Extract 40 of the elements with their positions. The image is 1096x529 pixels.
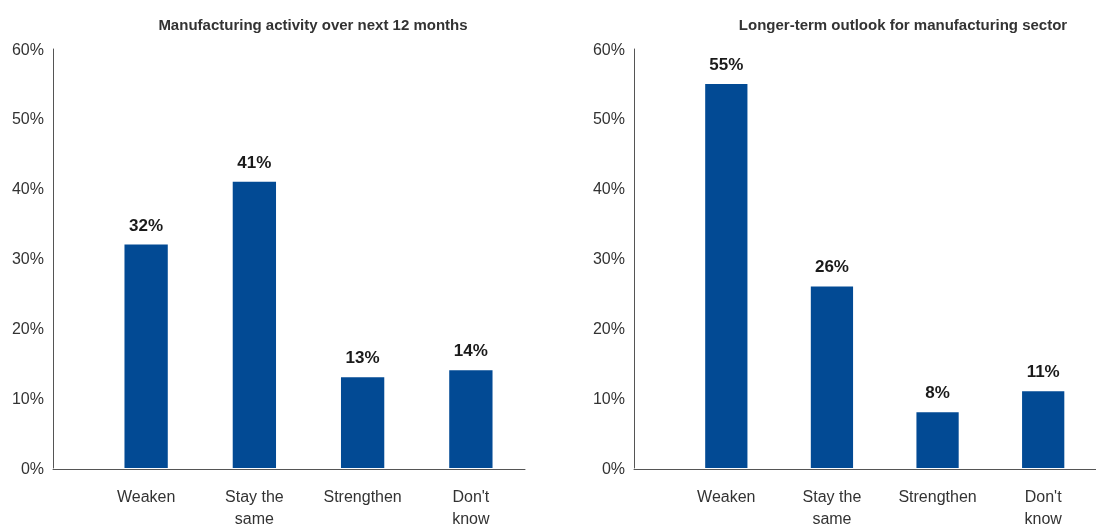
- y-tick-label: 10%: [11, 389, 44, 407]
- x-tick-label: Don't know: [452, 487, 490, 527]
- x-tick-label: Weaken: [116, 487, 176, 505]
- data-label: 55%: [709, 54, 744, 74]
- data-label: 8%: [925, 383, 950, 403]
- bar: [1022, 391, 1065, 468]
- bar: [124, 244, 168, 468]
- data-label: 11%: [1026, 362, 1060, 382]
- y-tick-label: 30%: [11, 250, 44, 267]
- y-tick-label: 50%: [592, 110, 625, 128]
- bar: [705, 83, 748, 468]
- bar: [232, 181, 277, 468]
- y-tick-label: 30%: [592, 250, 625, 267]
- data-label: 41%: [237, 152, 272, 172]
- y-tick-label: 60%: [11, 40, 44, 58]
- y-tick-label: 50%: [11, 110, 44, 128]
- chart-title: Manufacturing activity over next 12 months: [158, 16, 468, 33]
- chart-title: Longer-term outlook for manufacturing sector: [738, 16, 1068, 33]
- data-label: 14%: [453, 341, 488, 361]
- x-tick-label: Stay the same: [225, 487, 284, 527]
- y-tick-label: 0%: [20, 459, 44, 477]
- bar: [916, 412, 959, 468]
- y-tick-label: 40%: [592, 180, 625, 198]
- data-label: 13%: [345, 348, 380, 368]
- data-label: 32%: [129, 215, 164, 235]
- x-tick-label: Strengthen: [898, 487, 977, 505]
- y-tick-label: 20%: [11, 319, 44, 337]
- x-tick-label: Stay the same: [802, 487, 862, 527]
- bar: [449, 370, 493, 468]
- x-tick-label: Weaken: [697, 487, 756, 505]
- bar: [810, 286, 854, 468]
- bar: [340, 377, 385, 468]
- y-tick-label: 40%: [11, 180, 44, 198]
- y-tick-label: 0%: [601, 459, 625, 477]
- y-tick-label: 20%: [592, 319, 625, 337]
- x-tick-label: Don't know: [1024, 487, 1063, 527]
- y-tick-label: 60%: [592, 40, 625, 58]
- y-tick-label: 10%: [592, 389, 625, 407]
- x-tick-label: Strengthen: [323, 487, 402, 505]
- data-label: 26%: [814, 257, 849, 277]
